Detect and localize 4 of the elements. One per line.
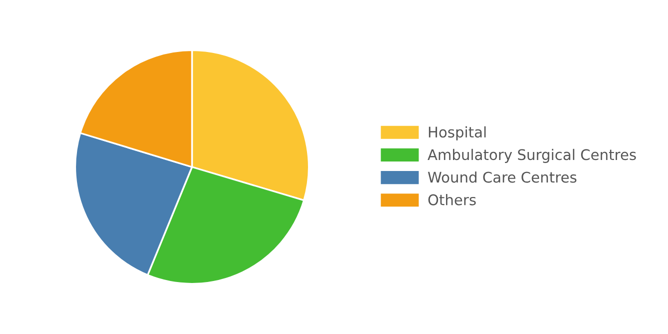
legend-label: Others <box>428 194 476 206</box>
legend-label: Ambulatory Surgical Centres <box>428 148 636 163</box>
legend-label: Wound Care Centres <box>428 171 576 183</box>
legend-label: Hospital <box>428 126 486 140</box>
